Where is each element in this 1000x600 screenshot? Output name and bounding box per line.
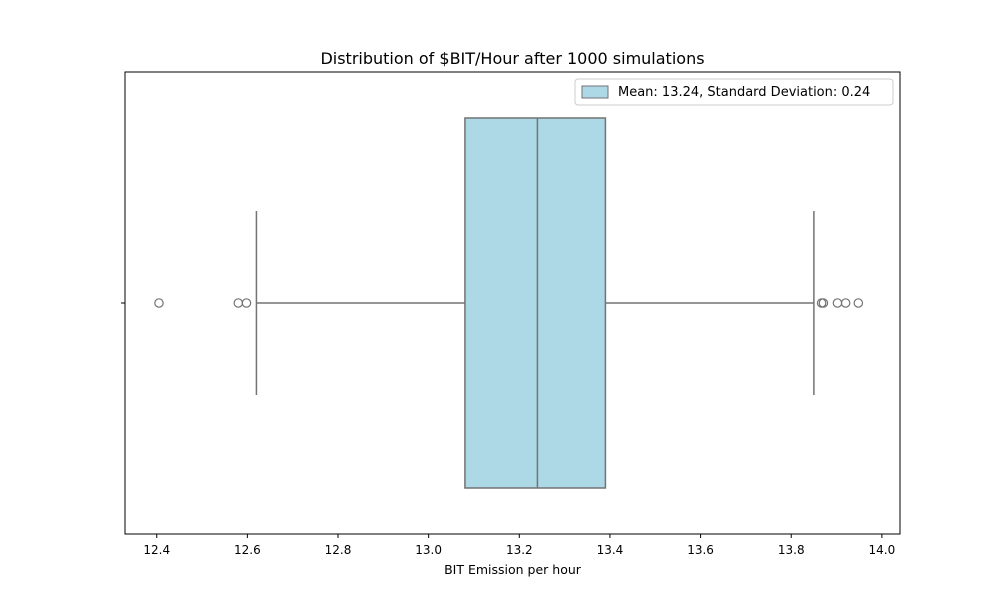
x-tick-label: 13.2 <box>506 543 533 557</box>
chart-title: Distribution of $BIT/Hour after 1000 sim… <box>320 49 704 68</box>
box-iqr <box>464 117 607 489</box>
x-tick-label: 13.4 <box>597 543 624 557</box>
legend-entry-label: Mean: 13.24, Standard Deviation: 0.24 <box>618 85 870 100</box>
outlier-point <box>241 298 252 308</box>
outlier-point <box>853 298 864 308</box>
x-axis: 12.4 12.6 12.8 13.0 13.2 13.4 13.6 13.8 14.0 <box>143 534 895 557</box>
outlier-point <box>832 298 843 308</box>
legend-frame <box>574 78 894 106</box>
x-tick-label: 12.6 <box>234 543 261 557</box>
x-axis-label: BIT Emission per hour <box>444 562 582 577</box>
legend: Mean: 13.24, Standard Deviation: 0.24 <box>574 78 894 106</box>
x-tick-label: 13.6 <box>687 543 714 557</box>
outlier-point <box>818 298 829 308</box>
x-tick-label: 12.8 <box>325 543 352 557</box>
x-tick-label: 13.0 <box>415 543 442 557</box>
x-tick-label: 13.8 <box>778 543 805 557</box>
x-tick-label: 12.4 <box>143 543 170 557</box>
x-tick-label: 14.0 <box>869 543 896 557</box>
legend-swatch <box>581 85 609 99</box>
plot-area <box>154 117 864 489</box>
outlier-point <box>840 298 851 308</box>
outlier-point <box>233 298 244 308</box>
outlier-point <box>154 298 164 308</box>
